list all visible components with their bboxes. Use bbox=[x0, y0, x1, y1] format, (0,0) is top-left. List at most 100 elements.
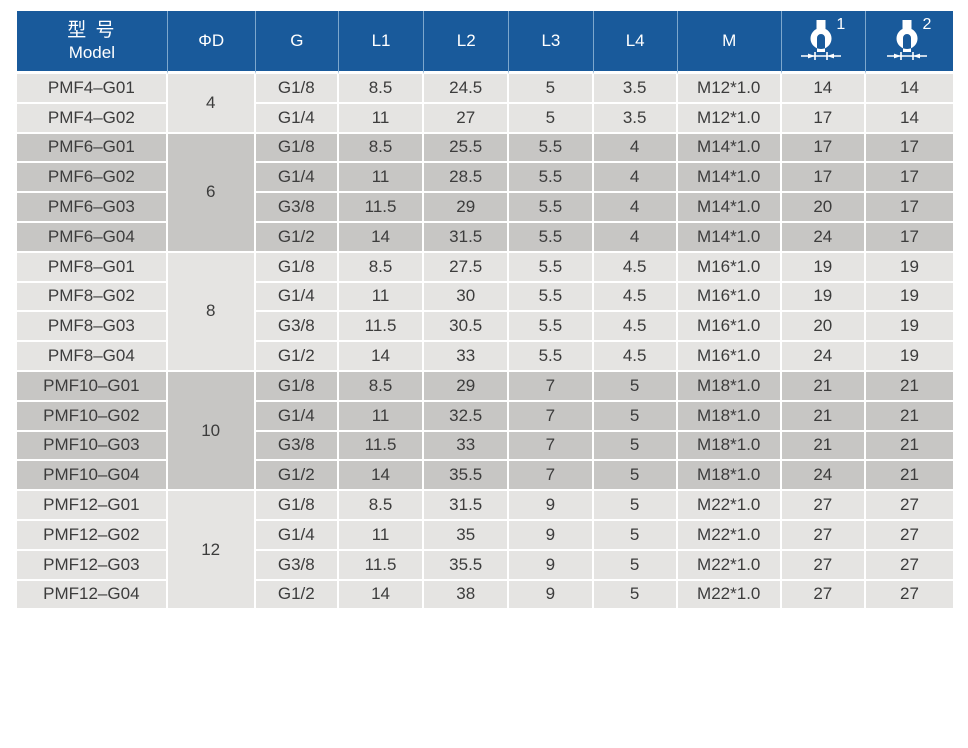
cell-l4: 4.5 bbox=[593, 312, 678, 343]
cell-model: PMF12–G02 bbox=[17, 520, 168, 551]
cell-s2: 14 bbox=[865, 74, 953, 104]
cell-l4: 4 bbox=[593, 222, 678, 253]
cell-m: M22*1.0 bbox=[677, 550, 782, 581]
cell-s2: 27 bbox=[865, 580, 953, 611]
spec-table-body: PMF4–G01 4 G1/8 8.5 24.5 5 3.5 M12*1.0 14 14 PMF4–… bbox=[17, 74, 953, 611]
cell-l3: 5.5 bbox=[509, 252, 594, 283]
table-row: PMF12–G03 G3/8 11.5 35.5 9 5 M22*1.0 27 27 bbox=[17, 550, 953, 581]
cell-s2: 27 bbox=[865, 550, 953, 581]
cell-m: M22*1.0 bbox=[677, 580, 782, 611]
cell-g: G1/8 bbox=[255, 252, 339, 283]
cell-s2: 17 bbox=[865, 193, 953, 223]
table-row: PMF6–G01 6 G1/8 8.5 25.5 5.5 4 M14*1.0 17 17 bbox=[17, 133, 953, 253]
table-row: PMF10–G02 G1/4 11 32.5 7 5 M18*1.0 21 21 bbox=[17, 401, 953, 432]
cell-g: G1/4 bbox=[255, 163, 339, 194]
cell-g: G1/8 bbox=[255, 491, 339, 521]
table-row: PMF8–G04 G1/2 14 33 5.5 4.5 M16*1.0 24 19 bbox=[17, 342, 953, 372]
cell-model: PMF10–G01 bbox=[17, 371, 168, 402]
cell-m: M14*1.0 bbox=[677, 163, 782, 194]
cell-l2: 25.5 bbox=[424, 133, 510, 164]
cell-m: M18*1.0 bbox=[677, 431, 782, 462]
cell-s2: 19 bbox=[865, 312, 953, 343]
cell-m: M12*1.0 bbox=[677, 103, 782, 134]
col-header-wrench2: 2 bbox=[865, 11, 953, 74]
cell-model: PMF10–G02 bbox=[17, 401, 168, 432]
cell-phi-d: 8 bbox=[167, 252, 256, 372]
cell-g: G1/8 bbox=[255, 133, 339, 164]
cell-l4: 5 bbox=[593, 580, 678, 611]
col-header-m: M bbox=[677, 11, 782, 74]
table-row: PMF12–G02 G1/4 11 35 9 5 M22*1.0 27 27 bbox=[17, 520, 953, 551]
table-row: PMF8–G01 8 G1/8 8.5 27.5 5.5 4.5 M16*1.0 19 19 bbox=[17, 252, 953, 372]
cell-l3: 5.5 bbox=[509, 163, 594, 194]
cell-m: M14*1.0 bbox=[677, 222, 782, 253]
cell-m: M22*1.0 bbox=[677, 520, 782, 551]
cell-l3: 5 bbox=[509, 103, 594, 134]
cell-l3: 5 bbox=[509, 74, 594, 104]
header-row: 型 号 Model ΦD G L1 L2 L3 L4 M bbox=[17, 11, 953, 74]
spec-table-wrap: 型 号 Model ΦD G L1 L2 L3 L4 M bbox=[17, 11, 953, 611]
col-header-wrench1: 1 bbox=[781, 11, 866, 74]
cell-g: G1/4 bbox=[255, 401, 339, 432]
cell-l3: 9 bbox=[509, 491, 594, 521]
cell-l2: 27 bbox=[424, 103, 510, 134]
cell-l4: 4 bbox=[593, 163, 678, 194]
cell-l4: 4 bbox=[593, 133, 678, 164]
wrench1-number: 1 bbox=[836, 16, 846, 33]
cell-l3: 5.5 bbox=[509, 193, 594, 223]
cell-phi-d: 4 bbox=[167, 74, 256, 134]
cell-l1: 14 bbox=[338, 222, 425, 253]
cell-m: M14*1.0 bbox=[677, 133, 782, 164]
cell-l4: 5 bbox=[593, 461, 678, 492]
cell-l2: 32.5 bbox=[424, 401, 510, 432]
cell-l1: 14 bbox=[338, 461, 425, 492]
cell-l3: 5.5 bbox=[509, 222, 594, 253]
table-row: PMF6–G02 G1/4 11 28.5 5.5 4 M14*1.0 17 17 bbox=[17, 163, 953, 194]
cell-g: G1/8 bbox=[255, 371, 339, 402]
cell-g: G3/8 bbox=[255, 550, 339, 581]
cell-m: M16*1.0 bbox=[677, 312, 782, 343]
cell-l2: 29 bbox=[424, 193, 510, 223]
cell-g: G1/2 bbox=[255, 342, 339, 372]
cell-l4: 5 bbox=[593, 431, 678, 462]
cell-s2: 27 bbox=[865, 491, 953, 521]
col-header-l3: L3 bbox=[509, 11, 594, 74]
cell-l4: 4.5 bbox=[593, 282, 678, 313]
cell-l1: 8.5 bbox=[338, 371, 425, 402]
col-header-model-en: Model bbox=[68, 42, 115, 62]
cell-s1: 19 bbox=[781, 252, 866, 283]
cell-l3: 9 bbox=[509, 550, 594, 581]
cell-l2: 29 bbox=[424, 371, 510, 402]
cell-model: PMF10–G04 bbox=[17, 461, 168, 492]
cell-l3: 9 bbox=[509, 520, 594, 551]
table-row: PMF4–G01 4 G1/8 8.5 24.5 5 3.5 M12*1.0 14 14 bbox=[17, 74, 953, 134]
cell-m: M18*1.0 bbox=[677, 461, 782, 492]
cell-g: G3/8 bbox=[255, 193, 339, 223]
cell-l3: 5.5 bbox=[509, 133, 594, 164]
cell-g: G1/8 bbox=[255, 74, 339, 104]
cell-l1: 8.5 bbox=[338, 491, 425, 521]
cell-l4: 4 bbox=[593, 193, 678, 223]
cell-s2: 17 bbox=[865, 163, 953, 194]
cell-m: M16*1.0 bbox=[677, 282, 782, 313]
cell-g: G1/2 bbox=[255, 222, 339, 253]
cell-l4: 5 bbox=[593, 520, 678, 551]
cell-s1: 27 bbox=[781, 491, 866, 521]
cell-s1: 24 bbox=[781, 342, 866, 372]
table-row: PMF8–G02 G1/4 11 30 5.5 4.5 M16*1.0 19 19 bbox=[17, 282, 953, 313]
cell-m: M14*1.0 bbox=[677, 193, 782, 223]
cell-s1: 17 bbox=[781, 163, 866, 194]
cell-l1: 14 bbox=[338, 342, 425, 372]
cell-model: PMF8–G02 bbox=[17, 282, 168, 313]
cell-l4: 5 bbox=[593, 401, 678, 432]
cell-l4: 5 bbox=[593, 491, 678, 521]
cell-m: M16*1.0 bbox=[677, 252, 782, 283]
cell-m: M22*1.0 bbox=[677, 491, 782, 521]
cell-l3: 7 bbox=[509, 371, 594, 402]
cell-l1: 14 bbox=[338, 580, 425, 611]
cell-s2: 19 bbox=[865, 252, 953, 283]
table-row: PMF8–G03 G3/8 11.5 30.5 5.5 4.5 M16*1.0 20 19 bbox=[17, 312, 953, 343]
table-row: PMF12–G04 G1/2 14 38 9 5 M22*1.0 27 27 bbox=[17, 580, 953, 611]
cell-l1: 11 bbox=[338, 163, 425, 194]
